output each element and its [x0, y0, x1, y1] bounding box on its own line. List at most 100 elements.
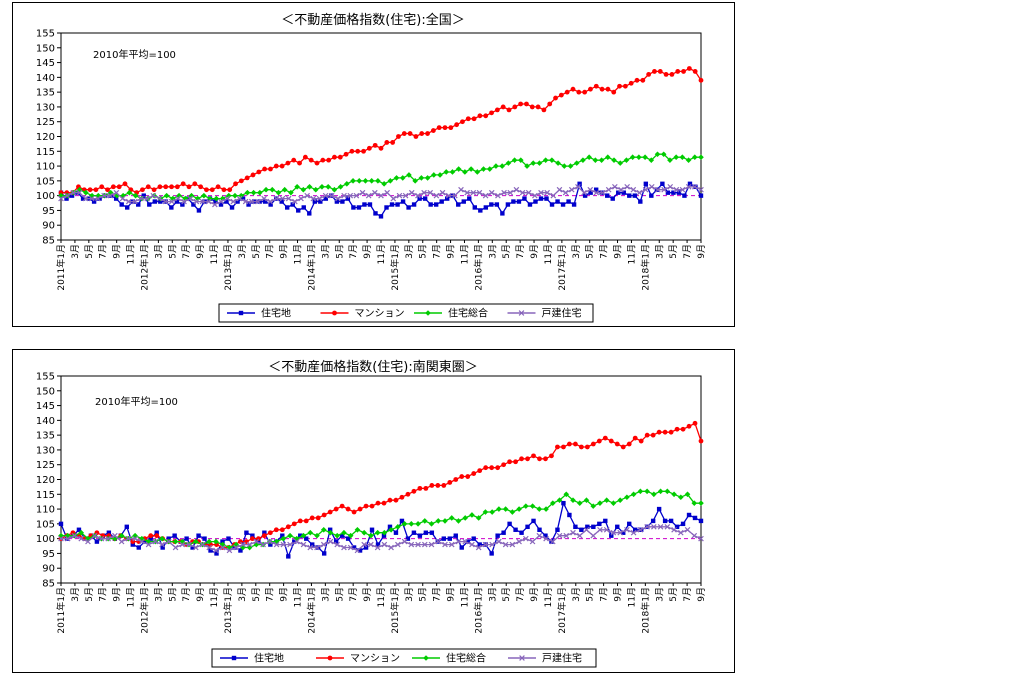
x-tick-label: 2017年1月 [556, 587, 568, 634]
data-point [267, 530, 273, 536]
data-point [362, 178, 369, 184]
data-point [576, 532, 583, 539]
x-tick-label: 11月 [459, 244, 470, 264]
data-point [126, 189, 133, 196]
data-point [192, 544, 199, 551]
data-point [541, 107, 547, 113]
x-tick-label: 7月 [432, 587, 443, 602]
data-point [441, 536, 447, 541]
y-tick-label: 85 [42, 579, 55, 590]
x-tick-label: 9月 [279, 587, 290, 602]
data-point [157, 184, 163, 190]
data-point [495, 465, 501, 471]
data-point [320, 157, 326, 163]
data-point [119, 195, 126, 202]
data-point [544, 196, 549, 201]
x-tick-label: 3月 [70, 587, 81, 602]
data-point [675, 69, 681, 74]
data-point [535, 104, 541, 110]
x-tick-label: 7月 [181, 244, 192, 259]
data-point [494, 107, 500, 113]
data-point [460, 119, 465, 125]
data-point [609, 533, 614, 538]
data-point [441, 483, 447, 488]
data-point [529, 538, 536, 545]
data-point [483, 113, 489, 119]
data-point [617, 160, 624, 166]
data-point [268, 166, 273, 172]
data-point [591, 524, 596, 530]
data-point [184, 536, 189, 541]
data-point [584, 444, 590, 450]
data-point [622, 83, 628, 89]
data-point [354, 547, 361, 554]
data-point [590, 441, 596, 447]
x-tick-label: 5月 [84, 244, 95, 259]
data-point [459, 474, 465, 479]
data-point [88, 195, 95, 202]
data-point [387, 178, 394, 184]
x-tick-label: 11月 [126, 587, 137, 607]
data-point [453, 533, 458, 538]
legend-marker [231, 655, 237, 661]
legend-label: 住宅総合 [446, 652, 486, 665]
data-point [349, 148, 355, 154]
data-point [362, 202, 367, 207]
data-point [656, 429, 662, 435]
data-point [179, 541, 186, 548]
data-point [413, 134, 419, 139]
data-point [213, 199, 218, 204]
data-point [387, 497, 393, 503]
legend-marker [425, 310, 431, 316]
data-point [168, 198, 175, 205]
data-point [698, 154, 704, 160]
data-point [686, 66, 692, 71]
data-point [612, 183, 618, 190]
x-tick-label: 3月 [237, 587, 248, 602]
data-point [292, 539, 297, 544]
legend-marker [238, 310, 244, 316]
legend-marker [519, 655, 525, 661]
data-point [141, 193, 146, 198]
data-point [395, 541, 401, 548]
y-tick-label: 135 [36, 88, 55, 99]
data-point [218, 198, 224, 205]
series-housing-total [58, 151, 704, 202]
data-point [642, 154, 648, 160]
data-point [605, 193, 610, 198]
data-point [431, 172, 437, 178]
data-point [549, 202, 555, 207]
data-point [64, 192, 70, 199]
data-point [585, 524, 590, 530]
data-point [558, 92, 564, 98]
data-point [273, 541, 280, 548]
data-point [267, 538, 273, 545]
data-point [235, 199, 240, 204]
data-point [506, 107, 512, 113]
data-point [232, 545, 237, 550]
data-point [345, 506, 351, 512]
data-point [529, 104, 535, 110]
data-point [464, 189, 470, 196]
data-point [91, 532, 98, 539]
data-point [533, 199, 538, 204]
data-point [399, 494, 405, 500]
data-point [279, 163, 285, 169]
data-point [474, 169, 481, 175]
data-point [70, 189, 77, 196]
y-tick-label: 120 [36, 132, 55, 143]
x-tick-label: 5月 [418, 587, 429, 602]
data-point [205, 198, 212, 205]
data-point [443, 169, 450, 175]
data-point [400, 199, 406, 204]
data-point [208, 548, 213, 553]
data-point [698, 518, 704, 524]
data-point [475, 544, 482, 551]
data-point [417, 485, 423, 491]
data-point [150, 192, 157, 199]
data-point [577, 181, 582, 187]
data-point [408, 189, 415, 196]
data-point [238, 192, 244, 199]
data-point [232, 192, 238, 199]
data-point [374, 529, 381, 536]
